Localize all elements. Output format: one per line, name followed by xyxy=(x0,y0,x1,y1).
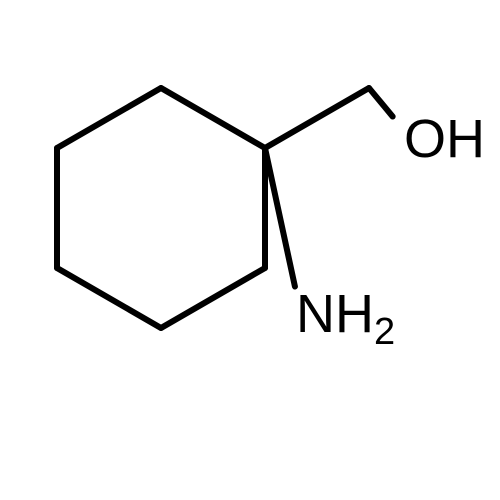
bond-c1-c7 xyxy=(265,88,369,148)
oh-label: OH xyxy=(404,109,485,169)
bond-c5-c6 xyxy=(57,88,161,148)
molecule-diagram: OH NH2 xyxy=(0,0,500,500)
nh2-text: NH xyxy=(296,284,374,344)
bond-c1-N xyxy=(265,148,295,287)
nh2-label: NH2 xyxy=(296,284,395,353)
bond-c7-O xyxy=(369,88,393,117)
bond-c3-c4 xyxy=(57,268,161,328)
bond-c6-c1 xyxy=(161,88,265,148)
bond-c2-c3 xyxy=(161,268,265,328)
oh-text: OH xyxy=(404,109,485,169)
nh2-sub: 2 xyxy=(374,311,395,353)
